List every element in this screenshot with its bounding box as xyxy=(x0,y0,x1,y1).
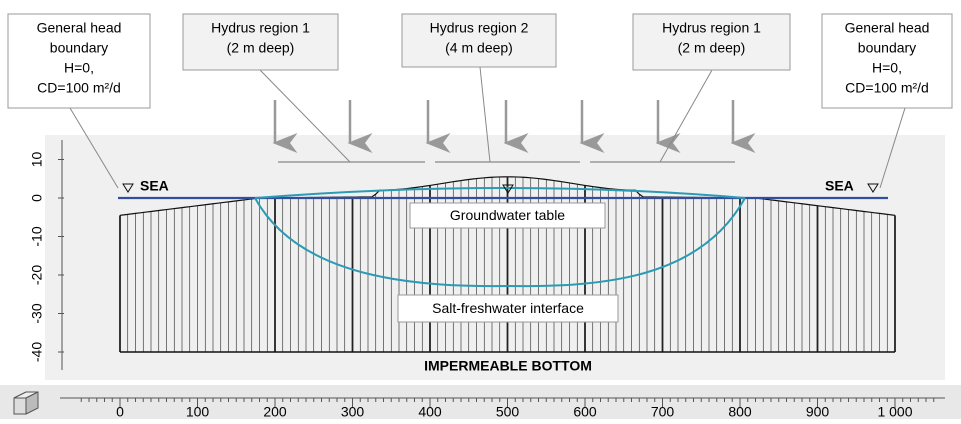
y-tick-label: -30 xyxy=(29,303,45,323)
callout-text: boundary xyxy=(50,40,108,56)
label-box xyxy=(397,294,619,323)
x-tick-label: 300 xyxy=(341,404,365,419)
interface-curve xyxy=(254,197,746,288)
callout-text: CD=100 m²/d xyxy=(37,80,121,96)
callout-box xyxy=(7,13,151,109)
y-tick-label: 0 xyxy=(29,194,45,202)
y-tick-label: -10 xyxy=(29,226,45,246)
groundwater-table xyxy=(254,187,746,199)
sea-label: SEA xyxy=(825,178,854,194)
label-box xyxy=(409,202,606,229)
ground-surface xyxy=(119,176,896,216)
callout-box xyxy=(182,13,339,71)
leader-line xyxy=(69,107,119,189)
callout-text: Hydrus region 1 xyxy=(662,20,761,36)
x-tick-label: 1 000 xyxy=(877,404,912,419)
callout-text: (2 m deep) xyxy=(678,40,746,56)
plot-background xyxy=(45,135,945,380)
callout-text: General head xyxy=(845,20,930,36)
x-tick-label: 600 xyxy=(573,404,597,419)
leader-line xyxy=(879,107,906,189)
x-tick-label: 100 xyxy=(186,404,210,419)
ruler-background xyxy=(0,385,961,419)
callout-text: H=0, xyxy=(872,60,902,76)
y-tick-label: -20 xyxy=(29,265,45,285)
y-tick-label: 10 xyxy=(29,152,45,168)
callout-text: Hydrus region 1 xyxy=(211,20,310,36)
callout-box xyxy=(821,13,953,109)
water-marker xyxy=(867,183,879,193)
label-text: Groundwater table xyxy=(450,207,565,223)
leader-line xyxy=(479,66,491,163)
x-tick-label: 700 xyxy=(651,404,675,419)
label-text: Salt-freshwater interface xyxy=(432,300,584,316)
callout-text: General head xyxy=(37,20,122,36)
x-tick-label: 900 xyxy=(806,404,830,419)
callout-text: Hydrus region 2 xyxy=(430,20,529,36)
callout-text: (4 m deep) xyxy=(445,40,513,56)
x-tick-label: 500 xyxy=(496,404,520,419)
callout-box xyxy=(632,13,791,71)
callout-box xyxy=(401,13,557,68)
water-marker xyxy=(502,184,514,194)
callout-text: H=0, xyxy=(64,60,94,76)
sea-label: SEA xyxy=(140,178,169,194)
leader-line xyxy=(259,69,351,163)
x-tick-label: 800 xyxy=(728,404,752,419)
bottom-label: IMPERMEABLE BOTTOM xyxy=(424,358,592,374)
x-tick-label: 0 xyxy=(116,404,124,419)
water-marker xyxy=(122,183,134,193)
leader-line xyxy=(659,69,713,163)
x-tick-label: 400 xyxy=(418,404,442,419)
cube-icon xyxy=(13,391,39,415)
x-tick-label: 200 xyxy=(263,404,287,419)
y-tick-label: -40 xyxy=(29,342,45,362)
callout-text: CD=100 m²/d xyxy=(845,80,929,96)
callout-text: (2 m deep) xyxy=(227,40,295,56)
callout-text: boundary xyxy=(858,40,916,56)
